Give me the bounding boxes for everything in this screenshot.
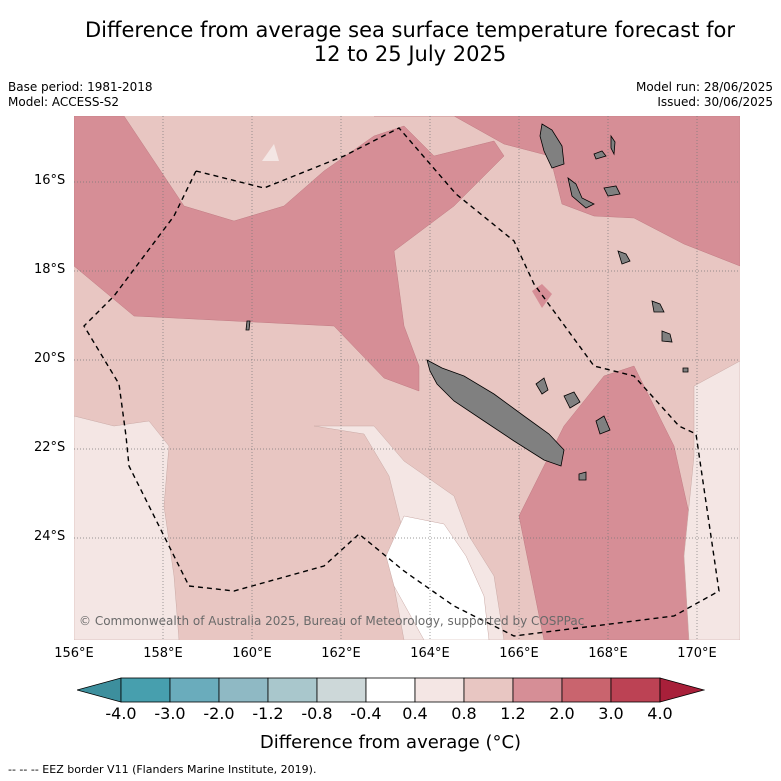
eez-border [83, 127, 720, 637]
colorbar-segment [218, 677, 269, 703]
colorbar-segment [610, 677, 661, 703]
lon-label: 166°E [499, 646, 539, 661]
colorbar-tick: 2.0 [549, 704, 575, 723]
vanuatu-small-2 [610, 134, 616, 156]
base-period-text: Base period: 1981-2018 [8, 80, 153, 94]
matthew-island-area [661, 330, 673, 343]
vanuatu-efate [603, 185, 621, 197]
hunter-island-area [682, 367, 689, 373]
lon-label: 168°E [588, 646, 628, 661]
graticule [74, 116, 740, 640]
lat-label: 24°S [34, 529, 66, 544]
map-panel [74, 116, 740, 640]
chesterfield-islet [245, 320, 251, 331]
colorbar-segment [512, 677, 563, 703]
colorbar-tick: -0.4 [350, 704, 382, 723]
loyalty-island-2 [563, 391, 581, 409]
colorbar-segment [120, 677, 171, 703]
lon-label: 156°E [54, 646, 94, 661]
colorbar-label: Difference from average (°C) [259, 732, 522, 753]
colorbar-segment [267, 677, 318, 703]
colorbar [77, 677, 705, 703]
loyalty-island-3 [595, 415, 611, 435]
anomaly-band-1-2-2-0-west [74, 116, 505, 392]
lon-label: 170°E [677, 646, 717, 661]
colorbar-segment [561, 677, 612, 703]
colorbar-tick: -0.8 [301, 704, 333, 723]
eez-legend-text: -- -- -- EEZ border V11 (Flanders Marine… [8, 763, 317, 776]
vanuatu-erromango [617, 250, 631, 265]
colorbar-tick: 0.4 [402, 704, 428, 723]
loyalty-island-1 [535, 377, 549, 395]
lon-label: 158°E [143, 646, 183, 661]
vanuatu-espiritu-santo [539, 123, 565, 169]
anomaly-band-1-2-2-0-northeast [374, 116, 740, 267]
anomaly-band-0-4-0-8-north [262, 144, 279, 161]
colorbar-tick: -4.0 [105, 704, 137, 723]
vanuatu-small-1 [593, 150, 607, 160]
isle-of-pines [578, 471, 587, 481]
vanuatu-malekula [567, 177, 595, 209]
lat-label: 18°S [34, 262, 66, 277]
vanuatu-tanna [651, 300, 665, 313]
colorbar-tick: 1.2 [500, 704, 526, 723]
colorbar-tick: -1.2 [252, 704, 284, 723]
new-caledonia-island [426, 359, 565, 467]
anomaly-band-0-4-0-8-east [683, 360, 740, 640]
model-text: Model: ACCESS-S2 [8, 95, 120, 109]
model-run-text: Model run: 28/06/2025 [635, 80, 773, 94]
issued-text: Issued: 30/06/2025 [657, 95, 773, 109]
title-line-2: 12 to 25 July 2025 [313, 42, 507, 66]
colorbar-tick: 4.0 [647, 704, 673, 723]
copyright-text: © Commonwealth of Australia 2025, Bureau… [79, 614, 585, 628]
colorbar-tick: -3.0 [154, 704, 186, 723]
colorbar-tick: -2.0 [203, 704, 235, 723]
anomaly-band-neutral [385, 515, 490, 640]
colorbar-under-arrow [77, 677, 122, 703]
lon-label: 164°E [410, 646, 450, 661]
colorbar-segment [414, 677, 465, 703]
colorbar-segment [463, 677, 514, 703]
meta-left: Base period: 1981-2018 Model: ACCESS-S2 [8, 80, 153, 110]
colorbar-segment [365, 677, 416, 703]
title-line-1: Difference from average sea surface temp… [85, 18, 735, 42]
colorbar-tick: 0.8 [451, 704, 477, 723]
lat-label: 20°S [34, 351, 66, 366]
colorbar-segment [316, 677, 367, 703]
map-title: Difference from average sea surface temp… [40, 18, 780, 66]
lat-label: 16°S [34, 173, 66, 188]
colorbar-segment [169, 677, 220, 703]
lon-label: 160°E [232, 646, 272, 661]
anomaly-band-0-4-0-8-west [74, 415, 180, 640]
colorbar-over-arrow [659, 677, 705, 703]
meta-right: Model run: 28/06/2025 Issued: 30/06/2025 [636, 80, 773, 110]
colorbar-tick: 3.0 [598, 704, 624, 723]
lat-label: 22°S [34, 440, 66, 455]
lon-label: 162°E [321, 646, 361, 661]
